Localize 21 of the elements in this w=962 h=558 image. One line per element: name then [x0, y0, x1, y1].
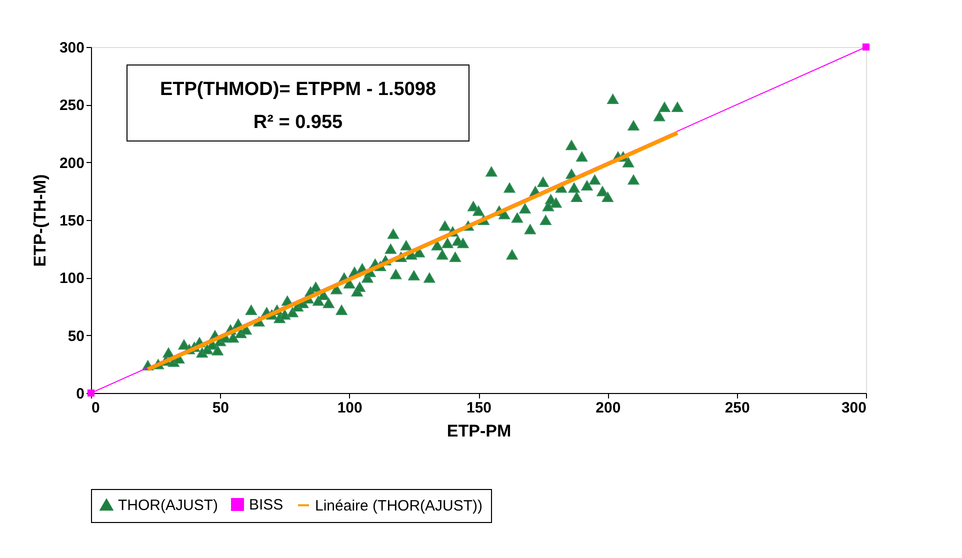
- x-tick-label: 150: [466, 400, 492, 416]
- x-tick-label: 0: [92, 400, 100, 416]
- y-tick-label: 150: [59, 212, 84, 230]
- y-tick-label: 200: [59, 154, 84, 172]
- legend-label: BISS: [249, 496, 284, 514]
- y-tick-label: 50: [68, 328, 84, 345]
- legend-label: THOR(AJUST): [118, 496, 218, 514]
- x-tick-label: 200: [596, 400, 621, 416]
- y-tick-label: 100: [59, 270, 84, 288]
- y-tick-label: 0: [76, 386, 84, 402]
- y-axis-title: ETP-(TH-M): [30, 174, 50, 267]
- y-tick-label: 250: [59, 97, 84, 114]
- annotation: ETP(THMOD)= ETPPM - 1.5098: [160, 79, 436, 100]
- x-tick-label: 100: [337, 400, 362, 416]
- x-tick-label: 50: [212, 400, 230, 416]
- x-axis-title: ETP-PM: [446, 422, 512, 440]
- x-tick-label: 300: [841, 400, 866, 416]
- annotation: R² = 0.955: [253, 112, 344, 133]
- y-tick-label: 300: [59, 40, 84, 56]
- x-tick-label: 250: [724, 400, 750, 416]
- legend-label: Linéaire (THOR(AJUST)): [315, 497, 483, 514]
